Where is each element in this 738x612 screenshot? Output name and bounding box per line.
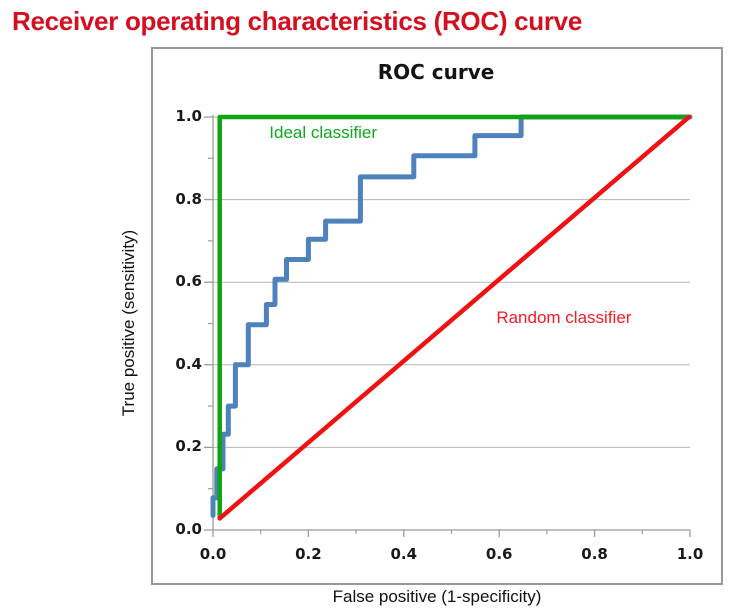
- y-tick-label: 0.8: [175, 189, 202, 208]
- series-ideal-classifier: [217, 114, 688, 521]
- x-tick-label: 0.2: [295, 545, 322, 563]
- x-axis-title: False positive (1-specificity): [332, 587, 542, 606]
- page-title: Receiver operating characteristics (ROC)…: [12, 6, 582, 36]
- annotation-ideal-classifier: Ideal classifier: [269, 123, 377, 143]
- x-tick-label: 1.0: [676, 545, 704, 563]
- y-tick-label: 0.0: [175, 520, 202, 538]
- chart-title: ROC curve: [377, 60, 495, 84]
- series-random-classifier: [217, 114, 692, 521]
- annotation-random-classifier: Random classifier: [496, 307, 632, 327]
- y-tick-label: 0.4: [175, 354, 202, 373]
- y-tick-label: 0.2: [175, 437, 202, 456]
- x-tick-label: 0.8: [581, 545, 608, 563]
- series-empirical-roc-curve: [210, 114, 693, 518]
- y-tick-label: 0.6: [175, 272, 202, 291]
- y-axis-title: True positive (sensitivity): [119, 229, 138, 417]
- x-tick-label: 0.0: [199, 545, 227, 563]
- y-tick-label: 1.0: [175, 107, 202, 125]
- x-tick-label: 0.4: [390, 545, 418, 563]
- x-tick-label: 0.6: [485, 545, 513, 563]
